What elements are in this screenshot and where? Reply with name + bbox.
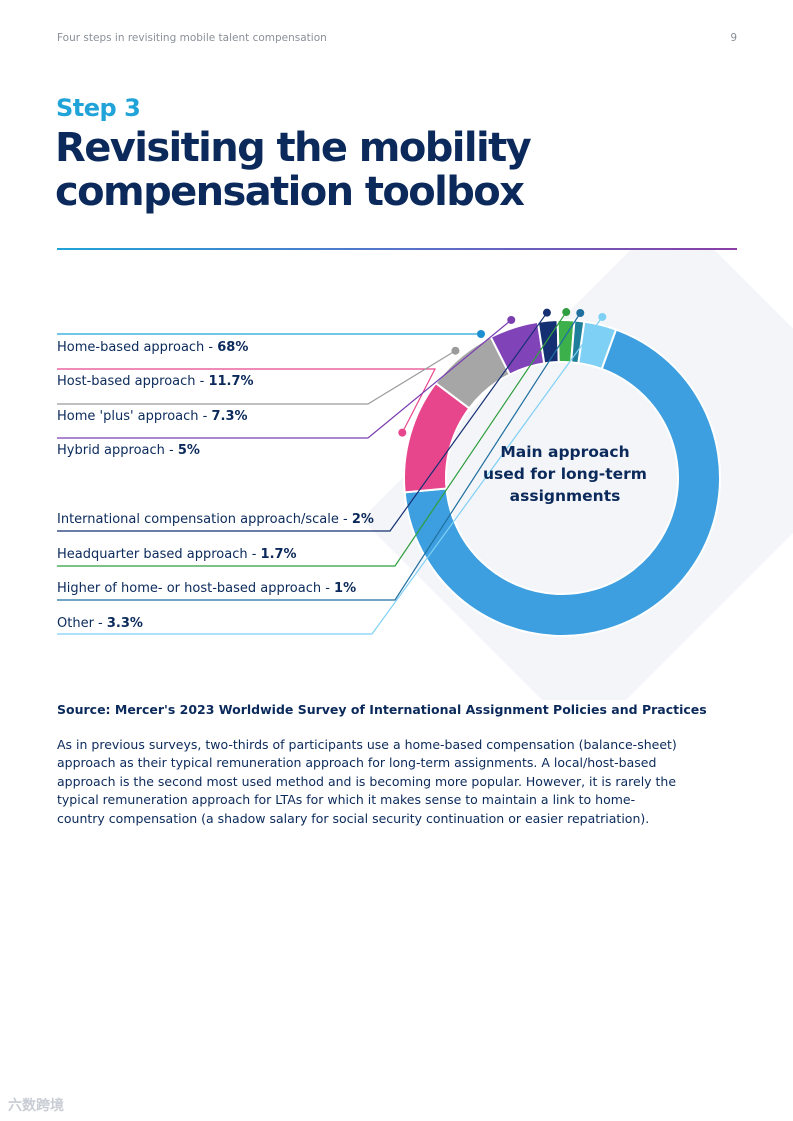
legend-label: Host-based approach - 11.7% xyxy=(57,374,254,389)
legend-value: 5% xyxy=(177,443,200,458)
legend-value: 11.7% xyxy=(208,374,254,389)
legend-category: Home 'plus' approach - xyxy=(57,409,212,424)
leader-dot xyxy=(451,346,460,355)
legend-label: Hybrid approach - 5% xyxy=(57,443,200,458)
leader-line xyxy=(57,319,512,439)
source-note: Source: Mercer's 2023 Worldwide Survey o… xyxy=(57,702,707,717)
page-title: Revisiting the mobility compensation too… xyxy=(55,126,695,214)
title-divider xyxy=(57,248,737,250)
leader-line xyxy=(57,316,603,635)
leader-line xyxy=(57,368,436,433)
watermark: 六数跨境 xyxy=(8,1098,64,1114)
legend-value: 1.7% xyxy=(260,547,297,562)
legend-value: 7.3% xyxy=(211,409,248,424)
legend-value: 1% xyxy=(334,581,357,596)
running-header: Four steps in revisiting mobile talent c… xyxy=(57,32,737,44)
leader-dot xyxy=(542,308,551,317)
legend-category: Hybrid approach - xyxy=(57,443,178,458)
legend-label: Higher of home- or host-based approach -… xyxy=(57,581,356,596)
legend-value: 2% xyxy=(351,512,374,527)
legend-category: International compensation approach/scal… xyxy=(57,512,352,527)
leader-dot xyxy=(562,308,571,317)
legend-value: 68% xyxy=(217,340,249,355)
legend-category: Higher of home- or host-based approach - xyxy=(57,581,335,596)
center-label-line: assignments xyxy=(509,487,621,505)
legend-label: Headquarter based approach - 1.7% xyxy=(57,547,297,562)
title-line-1: Revisiting the mobility xyxy=(55,125,532,171)
donut-slice xyxy=(403,328,721,637)
running-title: Four steps in revisiting mobile talent c… xyxy=(57,32,327,44)
legend-category: Headquarter based approach - xyxy=(57,547,261,562)
legend-label: Home 'plus' approach - 7.3% xyxy=(57,409,248,424)
donut-slice xyxy=(577,320,618,371)
leader-dot xyxy=(398,428,407,437)
legend-label: International compensation approach/scal… xyxy=(57,512,374,527)
leader-line xyxy=(57,311,567,567)
legend-label: Home-based approach - 68% xyxy=(57,340,248,355)
title-line-2: compensation toolbox xyxy=(55,169,525,215)
legend-category: Other - xyxy=(57,616,107,631)
step-label: Step 3 xyxy=(56,94,141,122)
legend-value: 3.3% xyxy=(106,616,143,631)
body-paragraph: As in previous surveys, two-thirds of pa… xyxy=(57,737,677,826)
donut-chart xyxy=(57,250,793,700)
leader-dot xyxy=(576,309,585,318)
leader-line xyxy=(57,350,456,405)
page-number: 9 xyxy=(730,32,737,44)
center-label-line: used for long-term xyxy=(483,465,647,483)
leader-line xyxy=(57,312,581,601)
leader-dot xyxy=(598,312,607,321)
legend-category: Host-based approach - xyxy=(57,374,209,389)
donut-center-label: Main approach used for long-term assignm… xyxy=(475,441,655,507)
leader-dot xyxy=(477,330,485,338)
center-label-line: Main approach xyxy=(500,443,630,461)
legend-category: Home-based approach - xyxy=(57,340,218,355)
leader-dot xyxy=(507,315,516,324)
leader-line xyxy=(57,312,548,532)
legend-label: Other - 3.3% xyxy=(57,616,143,631)
